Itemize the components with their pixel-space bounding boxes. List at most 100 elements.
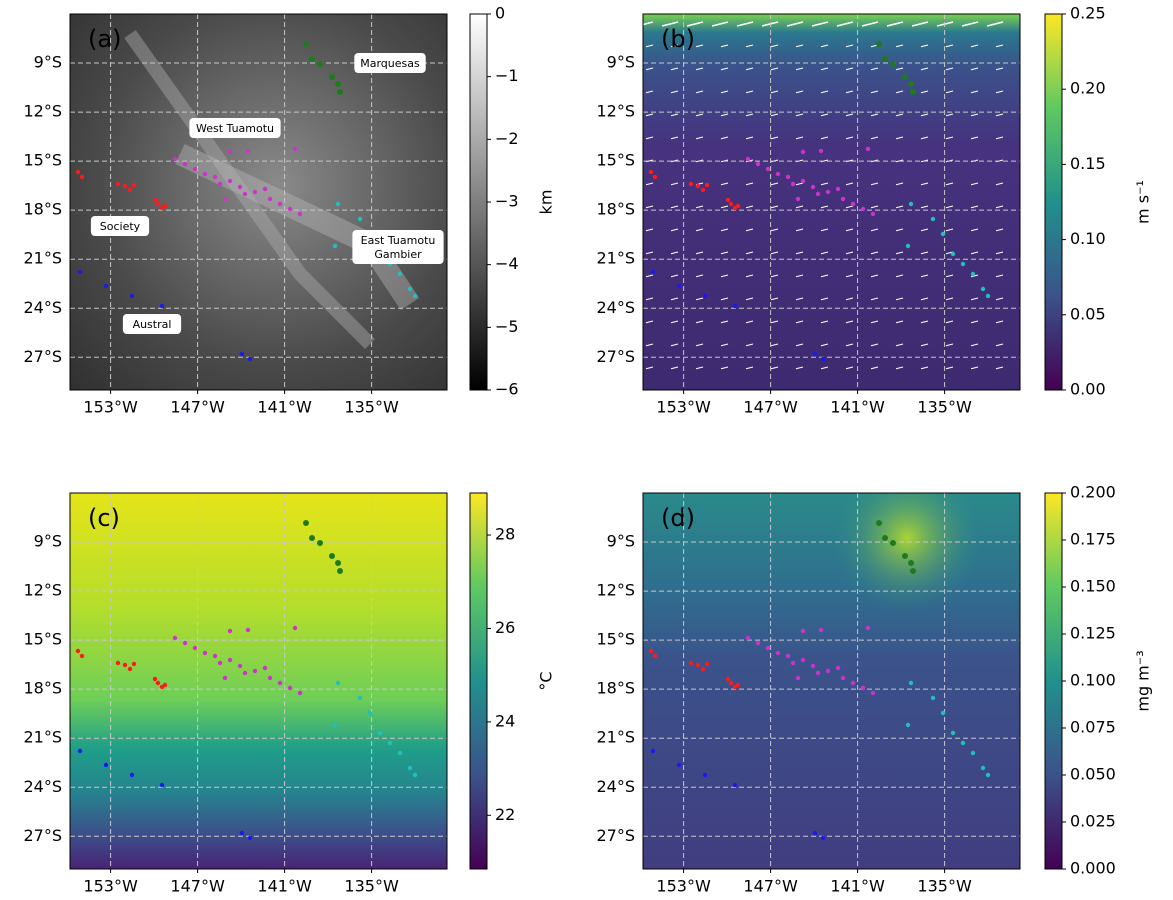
current-arrow: [995, 251, 1004, 255]
island: [335, 81, 341, 87]
panel-label: (b): [661, 25, 695, 53]
island: [882, 535, 888, 541]
lon-tick-label: 141°W: [257, 398, 312, 417]
current-arrow: [670, 274, 679, 278]
current-arrow: [720, 182, 729, 186]
current-arrow: [870, 343, 879, 347]
map-panel: 9°S 12°S 15°S 18°S 21°S 24°S 27°S 153°W 147°W 141…: [596, 483, 1152, 896]
island: [908, 81, 914, 87]
panel-label: (a): [88, 25, 121, 53]
current-arrow: [895, 251, 904, 255]
current-arrow: [995, 366, 1004, 370]
colorbar-tick-label: 0.150: [1070, 577, 1116, 596]
island: [652, 174, 658, 180]
current-arrow: [770, 90, 779, 94]
current-arrow: [720, 343, 729, 347]
island: [676, 283, 682, 289]
current-arrow: [920, 205, 929, 209]
island: [800, 657, 806, 663]
island: [905, 243, 911, 249]
lon-tick-label: 153°W: [83, 877, 138, 896]
current-arrow: [670, 320, 679, 324]
island: [192, 166, 198, 172]
island: [75, 169, 81, 175]
current-arrow: [695, 251, 704, 255]
current-arrow: [895, 274, 904, 278]
island: [77, 748, 83, 754]
current-arrow: [745, 228, 754, 232]
island: [152, 197, 158, 203]
island: [876, 520, 882, 526]
island: [103, 762, 109, 768]
island: [950, 251, 956, 257]
island: [212, 653, 218, 659]
current-arrow: [795, 228, 804, 232]
current-arrow: [995, 297, 1004, 301]
current-arrow: [645, 205, 654, 209]
lat-tick-label: 15°S: [596, 630, 635, 649]
current-arrow: [995, 274, 1004, 278]
current-arrow: [845, 67, 854, 71]
current-arrow: [945, 228, 954, 232]
island: [732, 303, 738, 309]
island: [332, 243, 338, 249]
current-arrow: [970, 113, 979, 117]
current-arrow: [920, 136, 929, 140]
current-arrow: [995, 228, 1004, 232]
island: [818, 148, 824, 154]
island: [800, 178, 806, 184]
current-arrow: [636, 21, 654, 27]
island: [237, 663, 243, 669]
island: [908, 680, 914, 686]
current-arrow: [820, 343, 829, 347]
current-arrow: [795, 90, 804, 94]
colorbar-tick-label: 0.10: [1070, 229, 1106, 248]
current-arrow: [820, 90, 829, 94]
current-arrow: [670, 205, 679, 209]
lat-tick-label: 15°S: [23, 630, 62, 649]
current-arrow: [645, 228, 654, 232]
colorbar-tick-label: 28: [495, 525, 515, 544]
lon-tick-label: 135°W: [344, 877, 399, 896]
current-arrow: [645, 343, 654, 347]
island: [337, 568, 343, 574]
current-arrow: [820, 113, 829, 117]
island: [970, 750, 976, 756]
current-arrow: [720, 113, 729, 117]
annotation-box: [122, 314, 182, 334]
current-arrow: [895, 366, 904, 370]
island: [252, 189, 258, 195]
island: [725, 676, 731, 682]
current-arrow: [795, 297, 804, 301]
island: [332, 722, 338, 728]
island: [335, 560, 341, 566]
island: [162, 203, 168, 209]
island: [152, 676, 158, 682]
colorbar-tick-label: −5: [495, 317, 519, 336]
island: [908, 560, 914, 566]
island: [103, 283, 109, 289]
current-arrow: [695, 297, 704, 301]
island: [237, 184, 243, 190]
annotation: Marquesas: [360, 57, 420, 70]
current-arrow: [720, 274, 729, 278]
island: [835, 665, 841, 671]
current-arrow: [970, 90, 979, 94]
current-arrow: [870, 274, 879, 278]
annotation: East Tuamotu: [361, 234, 436, 247]
colorbar-tick-label: −3: [495, 192, 519, 211]
current-arrow: [745, 251, 754, 255]
island: [865, 146, 871, 152]
current-arrow: [770, 366, 779, 370]
lat-tick-label: 27°S: [596, 347, 635, 366]
island: [159, 303, 165, 309]
current-arrow: [745, 182, 754, 186]
current-arrow: [920, 90, 929, 94]
current-arrow: [670, 136, 679, 140]
current-arrow: [870, 228, 879, 232]
current-arrow: [870, 320, 879, 324]
island: [902, 553, 908, 559]
island: [357, 216, 363, 222]
current-arrow: [720, 251, 729, 255]
island: [227, 628, 233, 634]
